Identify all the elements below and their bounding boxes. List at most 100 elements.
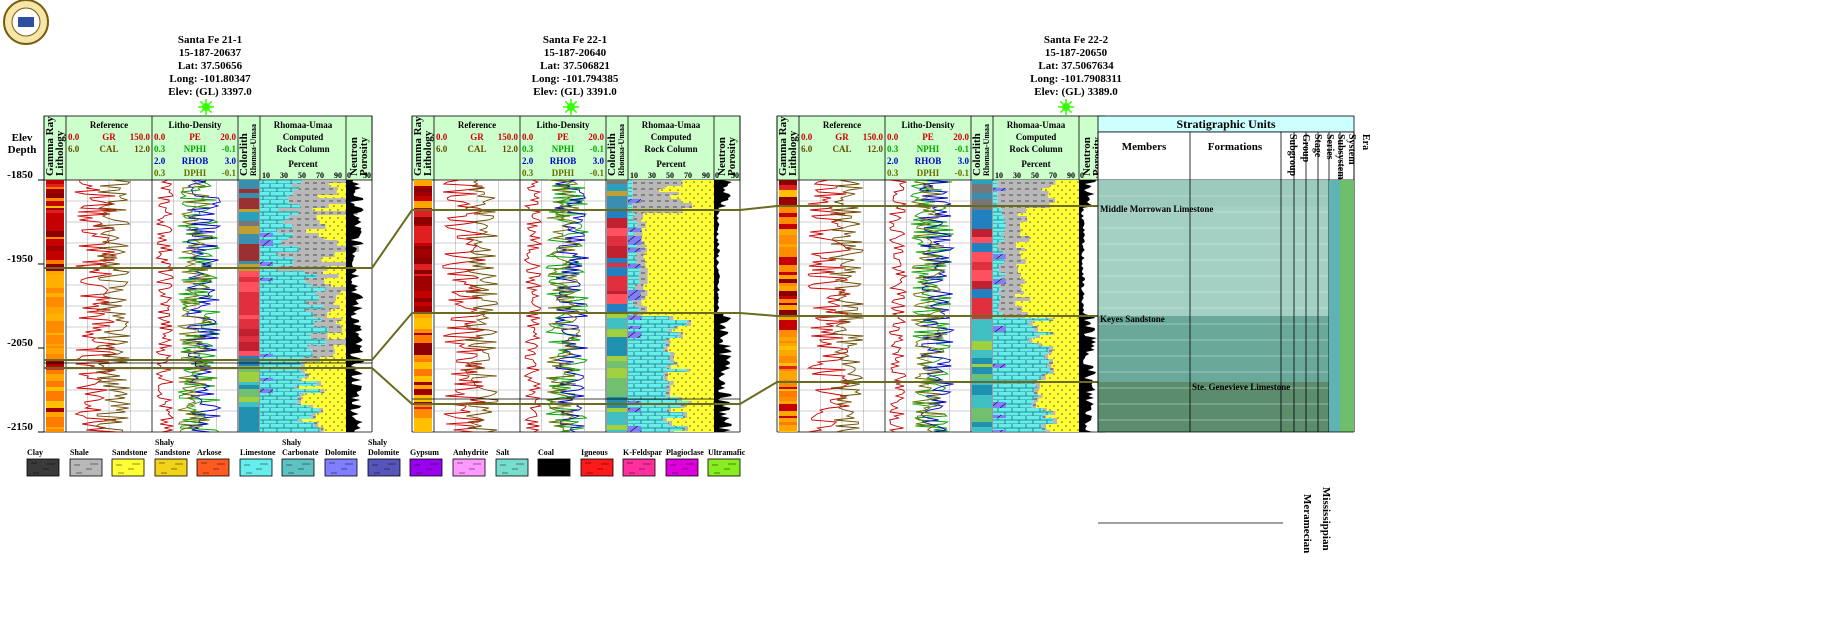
gamma-ray-segment [779,341,797,343]
gamma-ray-segment [46,303,64,307]
rock-limestone [628,217,634,222]
pe-max: 20.0 [588,132,604,142]
colorlith-segment [607,236,627,246]
colorlith-segment [972,422,992,427]
rock-column-title: Rhomaa-Umaa [274,120,333,130]
gamma-ray-segment [779,323,797,330]
rock-sandstone [1057,418,1079,424]
well-long: Long: -101.794385 [532,73,619,85]
rock-limestone [260,419,298,422]
colorlith-segment [607,314,627,318]
rock-shale [634,255,644,258]
rock-shale [1028,321,1033,326]
rock-shale [1005,273,1022,276]
rock-shale [997,194,1048,198]
rock-limestone [993,415,1043,418]
gamma-ray-segment [779,411,797,416]
litho-density-header: Litho-Density [168,120,222,130]
rock-shale [1005,254,1021,259]
rock-shale [997,180,1056,185]
rock-sandstone [645,252,714,255]
rock-limestone [993,185,998,188]
rock-sandstone [1020,276,1079,279]
rock-sandstone [677,362,714,365]
percent-tick: 10 [262,171,270,180]
rock-sandstone [1018,267,1079,273]
rock-column-label: Rock Column [644,144,697,154]
colorlith-segment [607,258,627,263]
colorlith-segment [972,237,992,243]
rock-shale [632,300,642,306]
gamma-ray-segment [46,395,64,401]
rock-shale [327,327,343,333]
track-header-band [776,115,1106,181]
pe-max: 20.0 [953,132,969,142]
cal-max: 12.0 [134,144,150,154]
colorlith-segment [239,180,259,189]
gamma-ray-segment [414,380,432,382]
nphi-min: 0.3 [887,144,899,154]
gr-min: 0.0 [68,132,80,142]
rock-limestone [993,424,1042,430]
well-api: 15-187-20637 [179,47,242,59]
rock-shale [298,187,338,190]
rock-sandstone [334,252,346,257]
rock-limestone [628,195,633,199]
rock-sandstone [333,301,346,305]
gamma-ray-segment [414,405,432,407]
log-curve [918,179,955,433]
neutron-porosity-curve [1079,180,1097,432]
gamma-ray-segment [46,412,64,417]
log-curve [546,179,581,433]
rock-sandstone [1038,398,1079,402]
gamma-ray-segment [779,303,797,305]
rock-limestone [260,339,326,345]
rock-limestone [260,422,314,427]
gamma-ray-segment [779,206,797,213]
lithology-header: Lithology [54,130,66,176]
percent-label: Percent [1021,159,1050,169]
rock-limestone [628,189,633,192]
rock-limestone [993,351,1048,354]
gamma-ray-segment [779,197,797,200]
gamma-ray-segment [779,299,797,303]
colorlith-segment [972,220,992,229]
colorlith-segment [972,184,992,193]
dphi-max: -0.1 [590,168,605,178]
rock-limestone [260,413,312,419]
strat-unit-label: Keyes Sandstone [1100,314,1165,324]
rock-limestone [628,252,637,255]
rock-shale [997,188,1043,191]
gamma-ray-segment [779,185,797,190]
legend-swatch-pattern [116,463,140,474]
gamma-ray-segment [779,272,797,275]
rock-dolomite [628,316,641,320]
rock-sandstone [1016,242,1079,248]
rock-sandstone [643,284,714,290]
gamma-ray-segment [779,224,797,229]
colorlith-segment [607,412,627,415]
gamma-ray-segment [414,395,432,402]
rock-shale [1000,264,1017,267]
colorlith-segment [239,418,259,428]
colorlith-segment [972,430,992,432]
legend-swatch-pattern [585,462,609,474]
pe-min: 0.0 [887,132,899,142]
colorlith-segment [607,210,627,218]
nphi-max: -0.1 [955,144,970,154]
rock-sandstone [313,405,346,408]
legend-swatch [154,458,188,477]
rock-shale [632,186,666,189]
rock-sandstone [666,418,714,421]
colorlith-segment [607,294,627,304]
legend-label: Carbonate [282,448,319,457]
gamma-ray-segment [46,279,64,281]
gamma-ray-segment [779,305,797,310]
gamma-ray-segment [414,302,432,306]
rock-sandstone [1051,364,1079,368]
cal-min: 6.0 [801,144,813,154]
rock-shale [637,222,646,228]
rock-shale [680,404,685,408]
rock-shale [1001,288,1022,291]
rock-sandstone [643,213,714,217]
